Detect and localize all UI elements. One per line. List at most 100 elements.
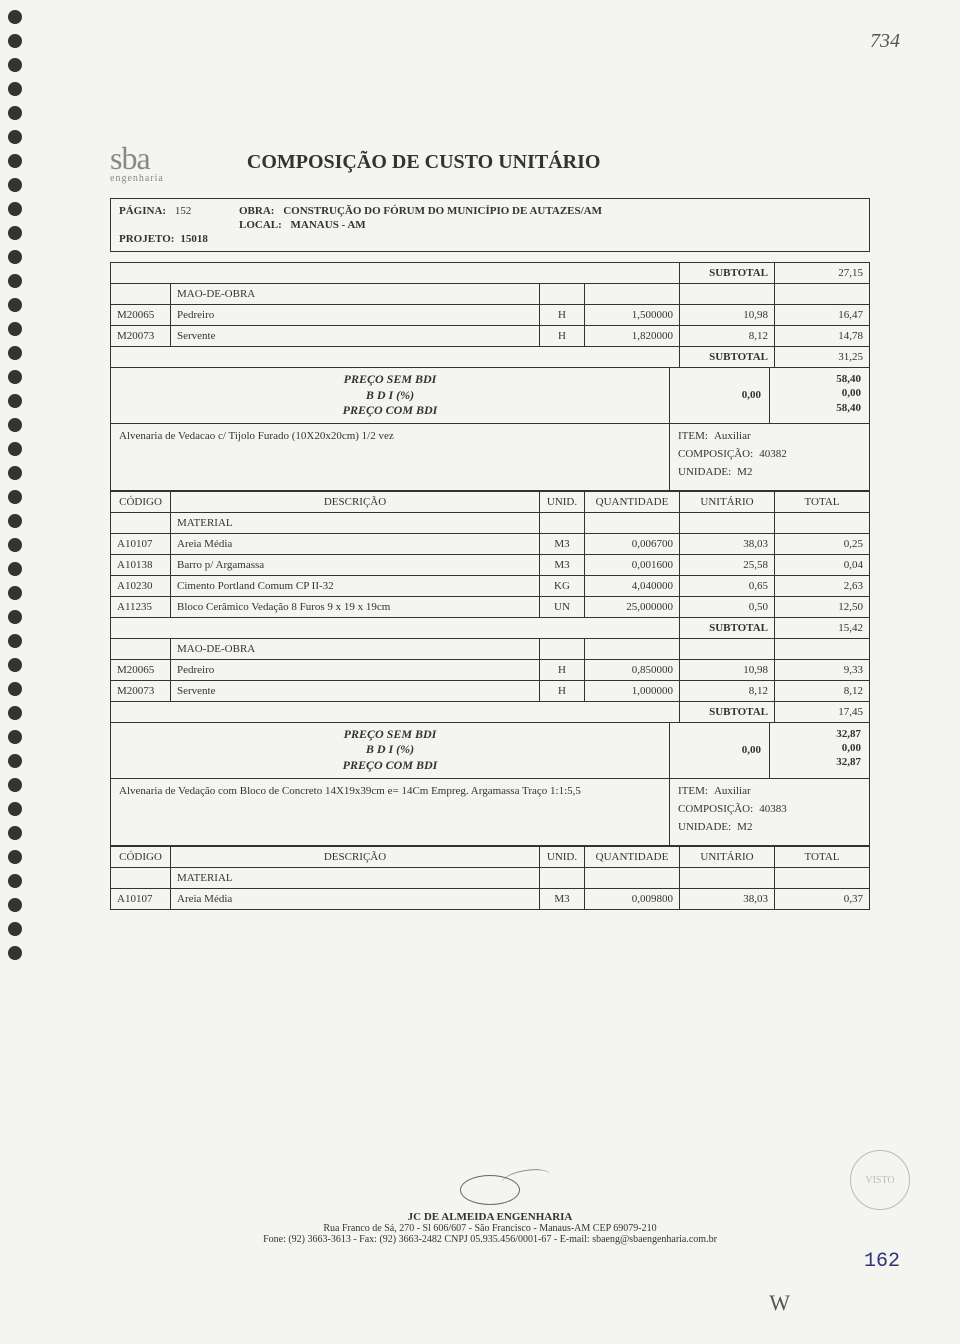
col-descricao: DESCRIÇÃO — [171, 491, 540, 512]
main-title: COMPOSIÇÃO DE CUSTO UNITÁRIO — [247, 151, 601, 174]
logo: sba engenharia — [110, 140, 164, 184]
row-codigo: A10138 — [111, 554, 171, 575]
item-label: ITEM: — [678, 785, 708, 797]
pagina-label: PÁGINA: — [119, 205, 166, 217]
table-row: A10107 Areia Média M3 0,006700 38,03 0,2… — [111, 533, 870, 554]
subtotal-label: SUBTOTAL — [680, 263, 775, 284]
row-unit: 10,98 — [680, 659, 775, 680]
preco-com-bdi-val: 58,40 — [774, 401, 861, 415]
row-unit: 10,98 — [680, 305, 775, 326]
subtotal-label: SUBTOTAL — [680, 617, 775, 638]
category-material: MATERIAL — [171, 512, 540, 533]
preco-com-bdi-label: PREÇO COM BDI — [111, 403, 669, 419]
row-codigo: M20065 — [111, 305, 171, 326]
row-unid: UN — [540, 596, 585, 617]
footer-company: JC DE ALMEIDA ENGENHARIA — [110, 1211, 870, 1223]
composicao-label: COMPOSIÇÃO: — [678, 803, 753, 815]
row-codigo: A10107 — [111, 888, 171, 909]
table-row: A11235 Bloco Cerâmico Vedação 8 Furos 9 … — [111, 596, 870, 617]
logo-text: sba — [110, 140, 164, 177]
footer: JC DE ALMEIDA ENGENHARIA Rua Franco de S… — [110, 1175, 870, 1245]
category-mao-de-obra: MAO-DE-OBRA — [171, 638, 540, 659]
category-material: MATERIAL — [171, 867, 540, 888]
row-unid: KG — [540, 575, 585, 596]
col-codigo: CÓDIGO — [111, 491, 171, 512]
visto-stamp: VISTO — [850, 1150, 910, 1210]
row-desc: Pedreiro — [171, 305, 540, 326]
table-row: A10230 Cimento Portland Comum CP II-32 K… — [111, 575, 870, 596]
price-block-section1: PREÇO SEM BDI B D I (%) PREÇO COM BDI 0,… — [110, 723, 870, 779]
footer-contact: Fone: (92) 3663-3613 - Fax: (92) 3663-24… — [110, 1234, 870, 1245]
section0-subtotal-top: 27,15 — [775, 263, 870, 284]
table-row: A10107 Areia Média M3 0,009800 38,03 0,3… — [111, 888, 870, 909]
item-label: ITEM: — [678, 430, 708, 442]
composicao-label: COMPOSIÇÃO: — [678, 448, 753, 460]
table-row: M20073 Servente H 1,820000 8,12 14,78 — [111, 326, 870, 347]
initial-signature: W — [769, 1290, 790, 1316]
col-descricao: DESCRIÇÃO — [171, 846, 540, 867]
preco-com-bdi-val: 32,87 — [774, 755, 861, 769]
col-quantidade: QUANTIDADE — [585, 846, 680, 867]
bdi-val: 0,00 — [774, 741, 861, 755]
project-header-box: PÁGINA: 152 OBRA: CONSTRUÇÃO DO FÓRUM DO… — [110, 198, 870, 252]
local-value: MANAUS - AM — [291, 219, 366, 231]
table-row: M20065 Pedreiro H 0,850000 10,98 9,33 — [111, 659, 870, 680]
row-unid: M3 — [540, 888, 585, 909]
col-codigo: CÓDIGO — [111, 846, 171, 867]
section1-material-subtotal: 15,42 — [775, 617, 870, 638]
row-qtd: 25,000000 — [585, 596, 680, 617]
col-unitario: UNITÁRIO — [680, 491, 775, 512]
section1-labor-subtotal: 17,45 — [775, 701, 870, 722]
row-unit: 8,12 — [680, 326, 775, 347]
row-unid: M3 — [540, 554, 585, 575]
row-unid: H — [540, 659, 585, 680]
price-block-section0: PREÇO SEM BDI B D I (%) PREÇO COM BDI 0,… — [110, 368, 870, 424]
row-desc: Pedreiro — [171, 659, 540, 680]
page-number-bottom: 162 — [864, 1250, 900, 1273]
col-total: TOTAL — [775, 491, 870, 512]
table-row: M20065 Pedreiro H 1,500000 10,98 16,47 — [111, 305, 870, 326]
section0-subtotal-bottom: 31,25 — [775, 347, 870, 368]
row-qtd: 1,500000 — [585, 305, 680, 326]
row-unid: H — [540, 680, 585, 701]
row-qtd: 0,001600 — [585, 554, 680, 575]
bdi-label: B D I (%) — [111, 742, 669, 758]
row-codigo: M20065 — [111, 659, 171, 680]
row-codigo: A11235 — [111, 596, 171, 617]
document-content: sba engenharia COMPOSIÇÃO DE CUSTO UNITÁ… — [110, 140, 870, 910]
row-qtd: 0,006700 — [585, 533, 680, 554]
table-row: M20073 Servente H 1,000000 8,12 8,12 — [111, 680, 870, 701]
row-qtd: 0,850000 — [585, 659, 680, 680]
row-total: 9,33 — [775, 659, 870, 680]
row-total: 0,25 — [775, 533, 870, 554]
unidade-label: UNIDADE: — [678, 466, 731, 478]
cost-table-section2: CÓDIGO DESCRIÇÃO UNID. QUANTIDADE UNITÁR… — [110, 846, 870, 910]
row-total: 14,78 — [775, 326, 870, 347]
section2-comp: 40383 — [759, 803, 787, 815]
pagina-value: 152 — [175, 205, 192, 217]
row-total: 16,47 — [775, 305, 870, 326]
section1-item: Auxiliar — [714, 430, 751, 442]
row-qtd: 1,000000 — [585, 680, 680, 701]
row-codigo: M20073 — [111, 326, 171, 347]
row-unid: H — [540, 305, 585, 326]
row-desc: Barro p/ Argamassa — [171, 554, 540, 575]
preco-sem-bdi-label: PREÇO SEM BDI — [111, 372, 669, 388]
preco-sem-bdi-val: 58,40 — [774, 372, 861, 386]
table-row: A10138 Barro p/ Argamassa M3 0,001600 25… — [111, 554, 870, 575]
section1-comp: 40382 — [759, 448, 787, 460]
row-unit: 38,03 — [680, 533, 775, 554]
row-qtd: 1,820000 — [585, 326, 680, 347]
section2-unidade: M2 — [737, 821, 752, 833]
row-unid: H — [540, 326, 585, 347]
row-desc: Servente — [171, 680, 540, 701]
bdi-label: B D I (%) — [111, 388, 669, 404]
row-codigo: A10230 — [111, 575, 171, 596]
section1-unidade: M2 — [737, 466, 752, 478]
page-number-handwritten-top: 734 — [870, 30, 900, 53]
local-label: LOCAL: — [239, 219, 282, 231]
row-desc: Areia Média — [171, 888, 540, 909]
cost-table-section1: CÓDIGO DESCRIÇÃO UNID. QUANTIDADE UNITÁR… — [110, 491, 870, 723]
unidade-label: UNIDADE: — [678, 821, 731, 833]
row-total: 0,37 — [775, 888, 870, 909]
